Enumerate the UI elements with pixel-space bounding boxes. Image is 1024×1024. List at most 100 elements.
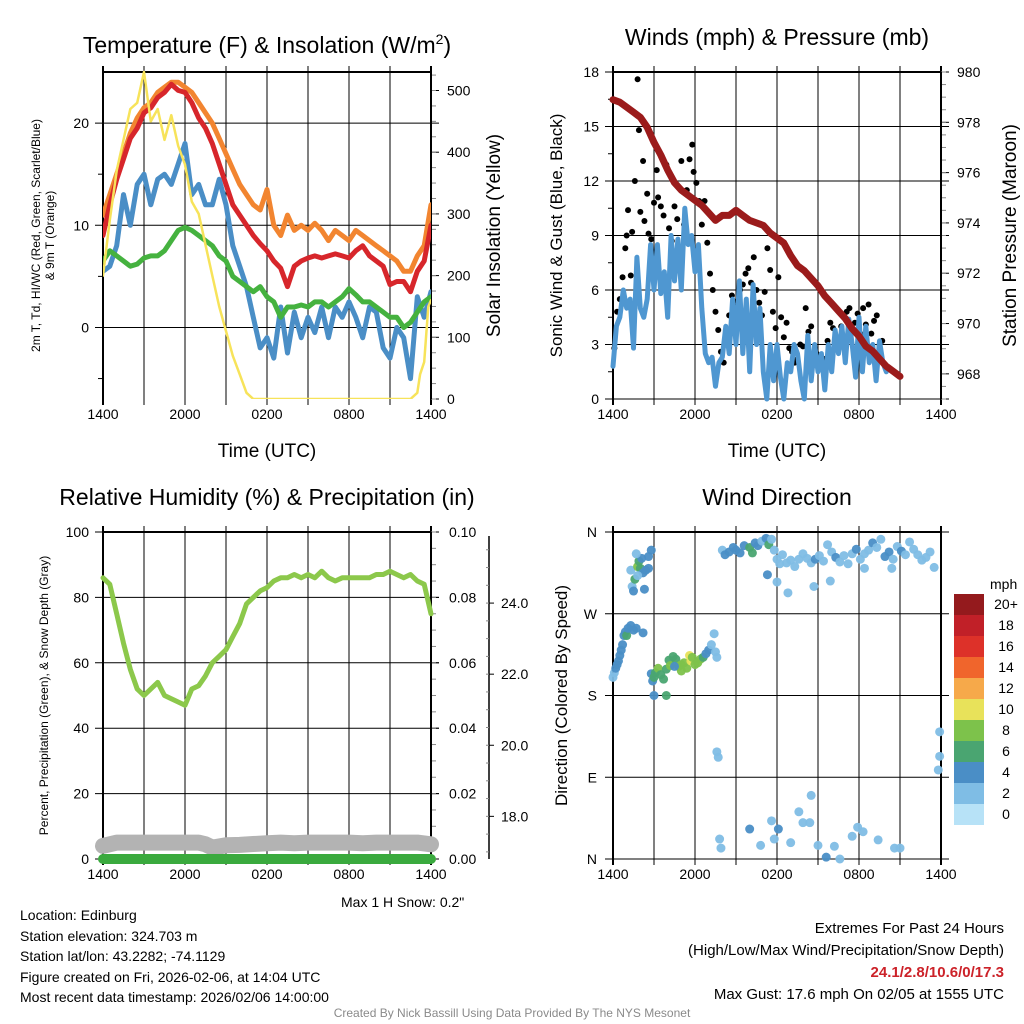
x-tick-label: 0800 bbox=[333, 866, 364, 882]
direction-point bbox=[659, 674, 669, 684]
gust-point bbox=[634, 76, 641, 83]
direction-point bbox=[762, 570, 772, 580]
colorbar-label: 16 bbox=[998, 638, 1014, 654]
x-tick-label: 2000 bbox=[169, 406, 200, 422]
gust-point bbox=[865, 301, 872, 308]
direction-point bbox=[777, 550, 787, 560]
y2-tick-label: 0.00 bbox=[449, 851, 476, 867]
gust-point bbox=[709, 287, 716, 293]
gust-point bbox=[693, 179, 700, 186]
station-info: Location: Edinburg Station elevation: 32… bbox=[20, 905, 329, 1008]
colorbar-label: 6 bbox=[1002, 743, 1010, 759]
colorbar-swatch bbox=[954, 678, 984, 699]
direction-point bbox=[859, 563, 869, 573]
y2-tick-label: 0.06 bbox=[449, 655, 476, 671]
direction-point bbox=[649, 691, 659, 700]
gust-point bbox=[644, 190, 651, 197]
x-tick-label: 2000 bbox=[679, 866, 710, 882]
series-relative-humidity bbox=[100, 568, 434, 708]
direction-point bbox=[888, 554, 898, 564]
direction-point bbox=[769, 834, 779, 844]
gust-point bbox=[671, 203, 678, 210]
recent-data-label: Most recent data timestamp: 2026/02/06 1… bbox=[20, 989, 329, 1005]
credit-line: Created By Nick Bassill Using Data Provi… bbox=[333, 1006, 691, 1020]
gust-point bbox=[666, 225, 673, 232]
direction-point bbox=[864, 545, 874, 555]
colorbar-swatch bbox=[954, 804, 984, 825]
y2-tick-label: 0 bbox=[447, 391, 455, 407]
y2-tick-label: 970 bbox=[957, 316, 981, 332]
direction-point bbox=[829, 841, 839, 851]
gust-point bbox=[712, 308, 719, 315]
y2-tick-label: 200 bbox=[447, 268, 471, 284]
gust-point bbox=[645, 230, 652, 237]
direction-point bbox=[629, 586, 638, 596]
series-group bbox=[103, 70, 431, 399]
gust-point bbox=[674, 216, 681, 223]
gust-point bbox=[742, 270, 749, 277]
x-tick-label: 0200 bbox=[761, 406, 792, 422]
gust-point bbox=[868, 330, 875, 337]
direction-point bbox=[618, 640, 628, 650]
y-tick-label: 18 bbox=[583, 64, 599, 80]
direction-point bbox=[783, 588, 793, 598]
direction-point bbox=[767, 534, 777, 544]
gust-point bbox=[802, 305, 809, 312]
direction-point bbox=[631, 623, 641, 633]
series-snow-depth bbox=[95, 834, 439, 856]
colorbar-swatch bbox=[954, 762, 984, 783]
extremes-values: 24.1/2.8/10.6/0/17.3 bbox=[870, 964, 1004, 981]
direction-point bbox=[872, 542, 882, 552]
gust-point bbox=[707, 270, 714, 277]
gust-point bbox=[627, 272, 634, 279]
y2-tick-label: 300 bbox=[447, 206, 471, 222]
direction-point bbox=[929, 562, 939, 572]
direction-point bbox=[767, 816, 777, 826]
x-tick-label: 0800 bbox=[843, 406, 874, 422]
max-gust-label: Max Gust: 17.6 mph On 02/05 at 1555 UTC bbox=[713, 986, 1004, 1003]
title-close: ) bbox=[443, 32, 451, 58]
direction-point bbox=[858, 827, 868, 837]
gust-point bbox=[686, 156, 693, 163]
colorbar-swatch bbox=[954, 699, 984, 720]
direction-point bbox=[935, 751, 945, 761]
y-label-line2: & 9m T (Orange) bbox=[43, 191, 57, 281]
x-tick-label: 1400 bbox=[415, 406, 446, 422]
direction-point bbox=[933, 765, 943, 775]
direction-point bbox=[925, 547, 935, 557]
direction-point bbox=[773, 824, 783, 834]
chart-humidity: 1400 2000 0200 0800 1400 Relative Humidity (%… bbox=[37, 484, 528, 882]
y-tick-label: 0 bbox=[591, 391, 599, 407]
direction-point bbox=[626, 565, 636, 575]
gust-point bbox=[775, 274, 782, 281]
direction-point bbox=[835, 557, 845, 567]
y-tick-label: E bbox=[588, 769, 597, 785]
snow-tick-label: 18.0 bbox=[501, 808, 528, 824]
gust-point bbox=[767, 267, 774, 274]
gust-point bbox=[761, 288, 768, 295]
y-axis-label: Percent, Precipitation (Green), & Snow D… bbox=[37, 556, 51, 835]
colorbar-label: 14 bbox=[998, 659, 1014, 675]
y2-tick-label: 968 bbox=[957, 366, 981, 382]
direction-point bbox=[813, 840, 823, 850]
y2-axis-label: Solar Insolation (Yellow) bbox=[484, 134, 505, 337]
x-tick-label: 2000 bbox=[679, 406, 710, 422]
x-tick-label: 1400 bbox=[87, 406, 118, 422]
direction-point bbox=[884, 547, 894, 557]
y-axis-label: Direction (Colored By Speed) bbox=[552, 585, 571, 806]
extremes-title: Extremes For Past 24 Hours bbox=[814, 920, 1004, 937]
gust-point bbox=[623, 232, 630, 239]
x-tick-label: 0800 bbox=[333, 406, 364, 422]
y-axis-label: Sonic Wind & Gust (Blue, Black) bbox=[547, 114, 566, 358]
y-tick-label: 10 bbox=[73, 217, 89, 233]
gust-point bbox=[651, 199, 657, 206]
y-axis-label: 2m T, Td, HI/WC (Red, Green, Scarlet/Blu… bbox=[29, 119, 57, 352]
direction-point bbox=[772, 577, 782, 587]
location-label: Location: Edinburg bbox=[20, 907, 137, 923]
extremes-subtitle: (High/Low/Max Wind/Precipitation/Snow De… bbox=[688, 942, 1004, 959]
direction-point bbox=[794, 807, 804, 817]
direction-point bbox=[851, 544, 861, 554]
series-9m-t bbox=[103, 79, 431, 274]
chart-title: Winds (mph) & Pressure (mb) bbox=[625, 24, 929, 50]
y2-axis-label: Station Pressure (Maroon) bbox=[1000, 124, 1021, 347]
